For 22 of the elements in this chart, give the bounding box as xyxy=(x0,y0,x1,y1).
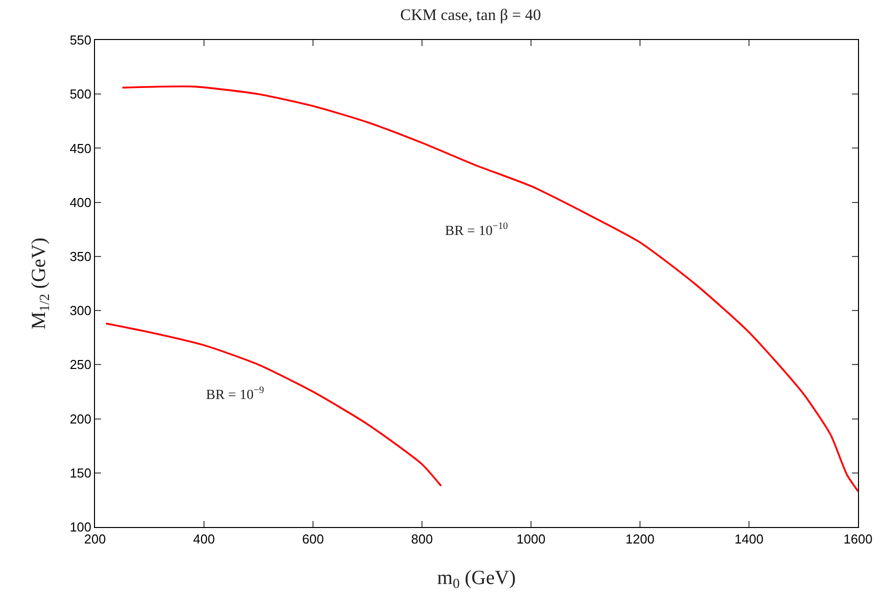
line-series xyxy=(121,85,858,492)
y-tick-label: 500 xyxy=(70,86,92,102)
x-tick-label: 1000 xyxy=(516,532,546,547)
x-axis-title: m$_{0}$ (GeV) xyxy=(437,566,516,592)
y-tick-label: 150 xyxy=(70,465,92,480)
x-tick-label: 1600 xyxy=(844,532,872,547)
y-tick-label: 400 xyxy=(70,194,92,210)
chart-title: CKM case, tan β = 40 xyxy=(400,7,541,24)
x-tick-label: 1200 xyxy=(626,532,654,547)
x-tick-label: 400 xyxy=(193,532,215,547)
y-tick-label: 250 xyxy=(70,357,92,372)
line-series xyxy=(105,322,442,487)
x-tick-label: 1400 xyxy=(734,532,764,547)
annotation: BR = 10$^{−9}$ xyxy=(206,385,264,403)
annotation: BR = 10$^{−10}$ xyxy=(445,221,508,239)
y-tick-label: 550 xyxy=(70,32,92,48)
y-tick-label: 300 xyxy=(70,303,92,318)
y-tick-label: 200 xyxy=(70,411,92,426)
y-tick-label: 450 xyxy=(70,140,92,156)
x-tick-label: 800 xyxy=(411,532,433,547)
y-tick-label: 350 xyxy=(70,248,92,264)
x-tick-label: 600 xyxy=(302,532,324,547)
